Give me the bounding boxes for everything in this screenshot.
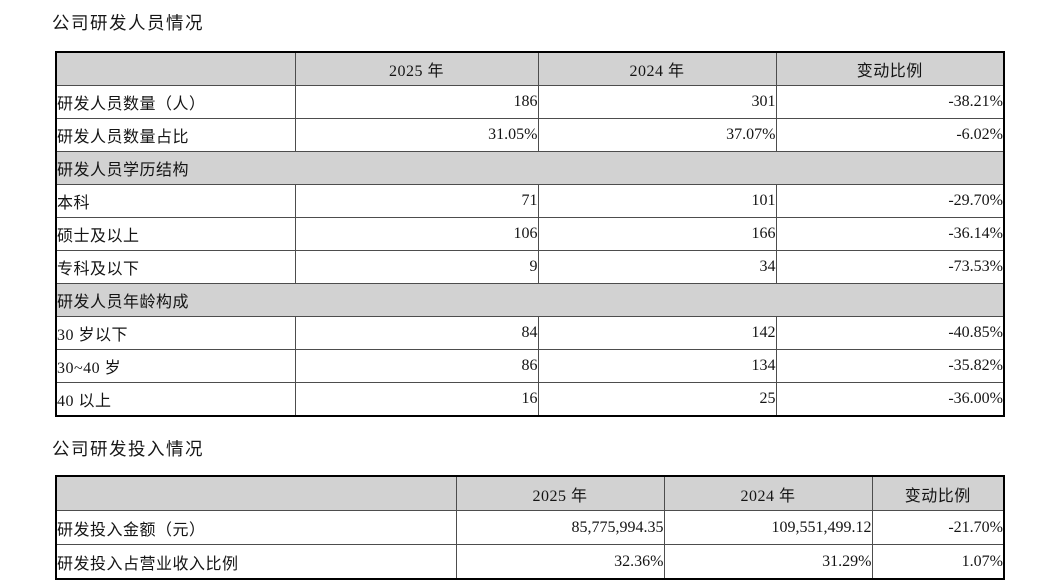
row-label-cell: 本科 bbox=[55, 184, 296, 218]
rd-investment-table: 2025 年 2024 年 变动比例 研发投入金额（元） 85,775,994.… bbox=[55, 475, 1005, 580]
value-2025-cell: 85,775,994.35 bbox=[455, 510, 665, 545]
value-2025-cell: 86 bbox=[294, 349, 539, 383]
row-label-cell: 研发投入金额（元） bbox=[55, 510, 457, 545]
header-row: 2025 年 2024 年 变动比例 bbox=[55, 51, 1005, 86]
section-header-row-age: 研发人员年龄构成 bbox=[55, 283, 1005, 317]
change-cell: -6.02% bbox=[775, 118, 1005, 152]
table-row: 研发投入金额（元） 85,775,994.35 109,551,499.12 -… bbox=[55, 510, 1005, 545]
header-row: 2025 年 2024 年 变动比例 bbox=[55, 475, 1005, 511]
change-cell: -21.70% bbox=[871, 510, 1005, 545]
row-label-cell: 研发人员数量占比 bbox=[55, 118, 296, 152]
header-cell-2025: 2025 年 bbox=[455, 475, 665, 511]
value-2025-cell: 32.36% bbox=[455, 544, 665, 580]
header-cell-2024: 2024 年 bbox=[537, 51, 777, 86]
value-2025-cell: 84 bbox=[294, 316, 539, 350]
table-row: 30 岁以下 84 142 -40.85% bbox=[55, 316, 1005, 350]
table-row: 本科 71 101 -29.70% bbox=[55, 184, 1005, 218]
section-title-rd-investment: 公司研发投入情况 bbox=[52, 439, 204, 459]
value-2025-cell: 106 bbox=[294, 217, 539, 251]
header-cell-change: 变动比例 bbox=[775, 51, 1005, 86]
table-row: 硕士及以上 106 166 -36.14% bbox=[55, 217, 1005, 251]
row-label-cell: 30 岁以下 bbox=[55, 316, 296, 350]
section-header-cell: 研发人员年龄构成 bbox=[55, 283, 1005, 317]
value-2024-cell: 25 bbox=[537, 382, 777, 417]
row-label-cell: 30~40 岁 bbox=[55, 349, 296, 383]
value-2024-cell: 134 bbox=[537, 349, 777, 383]
header-cell-change: 变动比例 bbox=[871, 475, 1005, 511]
change-cell: 1.07% bbox=[871, 544, 1005, 580]
row-label-cell: 专科及以下 bbox=[55, 250, 296, 284]
change-cell: -36.00% bbox=[775, 382, 1005, 417]
table-row: 研发人员数量占比 31.05% 37.07% -6.02% bbox=[55, 118, 1005, 152]
value-2024-cell: 31.29% bbox=[663, 544, 873, 580]
table-row: 研发人员数量（人） 186 301 -38.21% bbox=[55, 85, 1005, 119]
value-2025-cell: 186 bbox=[294, 85, 539, 119]
value-2024-cell: 109,551,499.12 bbox=[663, 510, 873, 545]
change-cell: -40.85% bbox=[775, 316, 1005, 350]
table-row: 30~40 岁 86 134 -35.82% bbox=[55, 349, 1005, 383]
value-2024-cell: 34 bbox=[537, 250, 777, 284]
rd-personnel-table: 2025 年 2024 年 变动比例 研发人员数量（人） 186 301 -38… bbox=[55, 51, 1005, 417]
row-label-cell: 研发投入占营业收入比例 bbox=[55, 544, 457, 580]
value-2025-cell: 71 bbox=[294, 184, 539, 218]
value-2024-cell: 166 bbox=[537, 217, 777, 251]
value-2024-cell: 101 bbox=[537, 184, 777, 218]
change-cell: -29.70% bbox=[775, 184, 1005, 218]
value-2024-cell: 301 bbox=[537, 85, 777, 119]
value-2025-cell: 31.05% bbox=[294, 118, 539, 152]
value-2025-cell: 9 bbox=[294, 250, 539, 284]
change-cell: -38.21% bbox=[775, 85, 1005, 119]
section-header-row-education: 研发人员学历结构 bbox=[55, 151, 1005, 185]
row-label-cell: 40 以上 bbox=[55, 382, 296, 417]
section-title-rd-personnel: 公司研发人员情况 bbox=[52, 13, 204, 33]
table-row: 40 以上 16 25 -36.00% bbox=[55, 382, 1005, 417]
value-2025-cell: 16 bbox=[294, 382, 539, 417]
header-cell-blank bbox=[55, 51, 296, 86]
table-row: 研发投入占营业收入比例 32.36% 31.29% 1.07% bbox=[55, 544, 1005, 580]
change-cell: -73.53% bbox=[775, 250, 1005, 284]
change-cell: -35.82% bbox=[775, 349, 1005, 383]
header-cell-2025: 2025 年 bbox=[294, 51, 539, 86]
section-header-cell: 研发人员学历结构 bbox=[55, 151, 1005, 185]
value-2024-cell: 37.07% bbox=[537, 118, 777, 152]
header-cell-2024: 2024 年 bbox=[663, 475, 873, 511]
value-2024-cell: 142 bbox=[537, 316, 777, 350]
header-cell-blank bbox=[55, 475, 457, 511]
change-cell: -36.14% bbox=[775, 217, 1005, 251]
row-label-cell: 硕士及以上 bbox=[55, 217, 296, 251]
table-row: 专科及以下 9 34 -73.53% bbox=[55, 250, 1005, 284]
row-label-cell: 研发人员数量（人） bbox=[55, 85, 296, 119]
